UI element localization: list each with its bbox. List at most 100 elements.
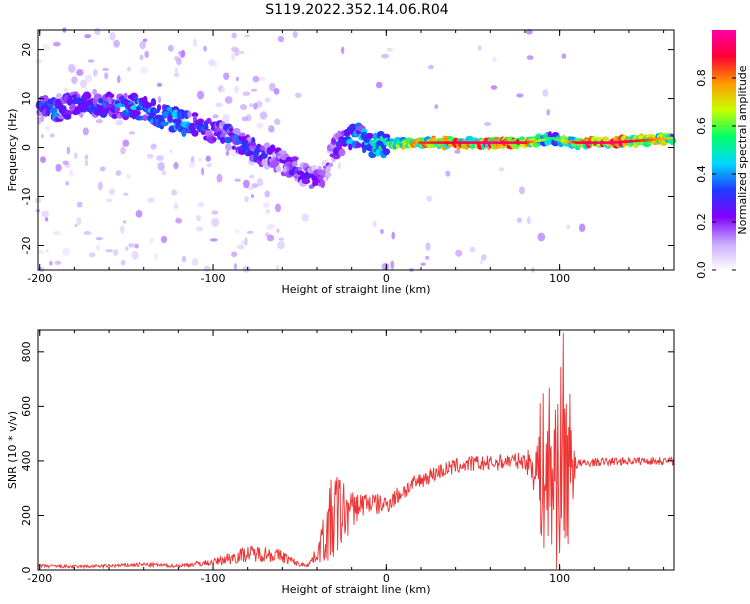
spectrogram-speckle: [55, 163, 62, 172]
spectrogram-frame: [37, 29, 675, 271]
spectrogram-speckle: [516, 217, 523, 223]
spectrogram-ridge-cell: [79, 112, 84, 118]
spectrogram-ridge-cell: [175, 118, 182, 126]
spectrogram-speckle: [247, 186, 254, 190]
spectrogram-x-tick-label: 100: [549, 272, 570, 285]
spectrogram-speckle: [156, 82, 163, 87]
spectrogram-speckle: [94, 27, 101, 36]
spectrogram-speckle: [273, 87, 280, 95]
colorbar-label: Normalized spectral amplitude: [736, 65, 749, 234]
spectrogram-speckle: [256, 122, 264, 129]
spectrogram-speckle: [277, 35, 285, 43]
spectrogram-ridge-cell: [160, 121, 169, 127]
snr-x-tick-label: -100: [201, 572, 226, 585]
spectrogram-speckle: [192, 38, 198, 47]
spectrogram-ridge-cell: [290, 156, 299, 162]
spectrogram-speckle: [174, 202, 179, 210]
spectrogram-ridge-cell: [123, 92, 128, 99]
spectrogram-ridge-cell: [232, 127, 241, 135]
spectrogram-speckle: [53, 230, 61, 236]
spectrogram-speckle: [216, 173, 223, 183]
spectrogram-speckle: [203, 265, 211, 272]
spectrogram-speckle: [176, 57, 182, 66]
spectrogram-speckle: [209, 238, 218, 242]
spectrogram-speckle: [224, 96, 233, 104]
spectrogram-speckle: [205, 155, 211, 162]
snr-x-tick-label: 100: [549, 572, 570, 585]
spectrogram-speckle: [65, 181, 70, 186]
spectrogram-speckle: [41, 210, 49, 218]
spectrogram-speckle: [239, 104, 248, 110]
spectrogram-ridge-cell: [248, 144, 258, 150]
spectrogram-speckle: [235, 229, 240, 234]
spectrogram-speckle: [52, 41, 61, 47]
spectrogram-speckle: [175, 218, 183, 224]
spectrogram-speckle: [160, 235, 168, 244]
spectrogram-speckle: [381, 53, 390, 59]
spectrogram-speckle: [526, 55, 534, 60]
spectrogram-speckle: [80, 79, 87, 89]
spectrogram-speckle: [181, 49, 186, 58]
spectrogram-speckle: [49, 260, 53, 266]
spectrogram-speckle: [244, 196, 249, 203]
spectrogram-speckle: [181, 255, 187, 263]
spectrogram-speckle: [45, 125, 51, 132]
spectrogram-speckle: [484, 121, 491, 127]
spectrogram-speckle: [578, 223, 586, 232]
spectrogram-ridge-cell: [382, 148, 391, 156]
spectrogram-ridge-cell: [115, 106, 120, 114]
snr-y-tick-label: 600: [20, 396, 33, 417]
spectrogram-ridge-cell: [225, 143, 232, 152]
spectrogram-speckle: [420, 262, 426, 266]
spectrogram-ridge-cell: [212, 137, 217, 142]
spectrogram-ridge-cell: [338, 148, 346, 157]
spectrogram-speckle: [161, 169, 167, 176]
spectrogram-speckle: [455, 249, 463, 257]
spectrogram-speckle: [54, 260, 62, 265]
spectrogram-speckle: [480, 254, 487, 261]
spectrogram-speckle: [264, 97, 271, 103]
spectrogram-speckle: [139, 40, 147, 50]
spectrogram-speckle: [213, 61, 218, 69]
spectrogram-speckle: [222, 113, 231, 123]
spectrogram-speckle: [128, 131, 136, 135]
spectrogram-y-tick-label: 20: [20, 43, 33, 57]
spectrogram-ridge-cell: [324, 172, 332, 178]
spectrogram-speckle: [40, 156, 46, 164]
spectrogram-speckle: [123, 192, 129, 196]
spectrogram-speckle: [212, 114, 219, 119]
spectrogram-speckle: [477, 45, 482, 51]
snr-y-axis-label: SNR (10 * v/v): [6, 411, 19, 489]
spectrogram-y-tick-label: 10: [20, 92, 33, 106]
spectrogram-speckle: [62, 160, 69, 166]
spectrogram-speckle: [276, 228, 280, 233]
spectrogram-speckle: [188, 161, 196, 169]
colorbar-gradient: [712, 30, 736, 270]
spectrogram-speckle: [153, 253, 158, 261]
spectrogram-speckle: [561, 53, 567, 59]
spectrogram-speckle: [391, 231, 395, 240]
spectrogram-ridge-cell: [206, 117, 212, 124]
spectrogram-y-tick-label: -20: [20, 237, 33, 255]
spectrogram-speckle: [256, 178, 264, 187]
spectrogram-ridge-cell: [111, 113, 118, 119]
spectrogram-ridge-cell: [323, 176, 328, 182]
spectrogram-ridge-cell: [275, 165, 282, 172]
spectrogram-ridge-cell: [317, 165, 322, 171]
spectrogram-y-tick-label: -10: [20, 188, 33, 206]
spectrogram-speckle: [426, 195, 433, 202]
spectrogram-speckle: [84, 159, 89, 167]
spectrogram-ridge-cell: [235, 139, 244, 145]
spectrogram-speckle: [542, 89, 549, 97]
spectrogram-speckle: [87, 59, 95, 63]
spectrogram-speckle: [167, 44, 174, 52]
spectrogram-speckle: [191, 258, 199, 266]
spectrogram-speckle: [113, 39, 120, 48]
spectrogram-speckle: [169, 149, 173, 154]
spectrogram-speckle: [150, 237, 154, 244]
colorbar-ticks: 0.0 0.2 0.4 0.6 0.8: [695, 69, 736, 279]
spectrogram-ridge-cell: [320, 179, 326, 189]
spectrogram-speckle: [157, 95, 162, 104]
